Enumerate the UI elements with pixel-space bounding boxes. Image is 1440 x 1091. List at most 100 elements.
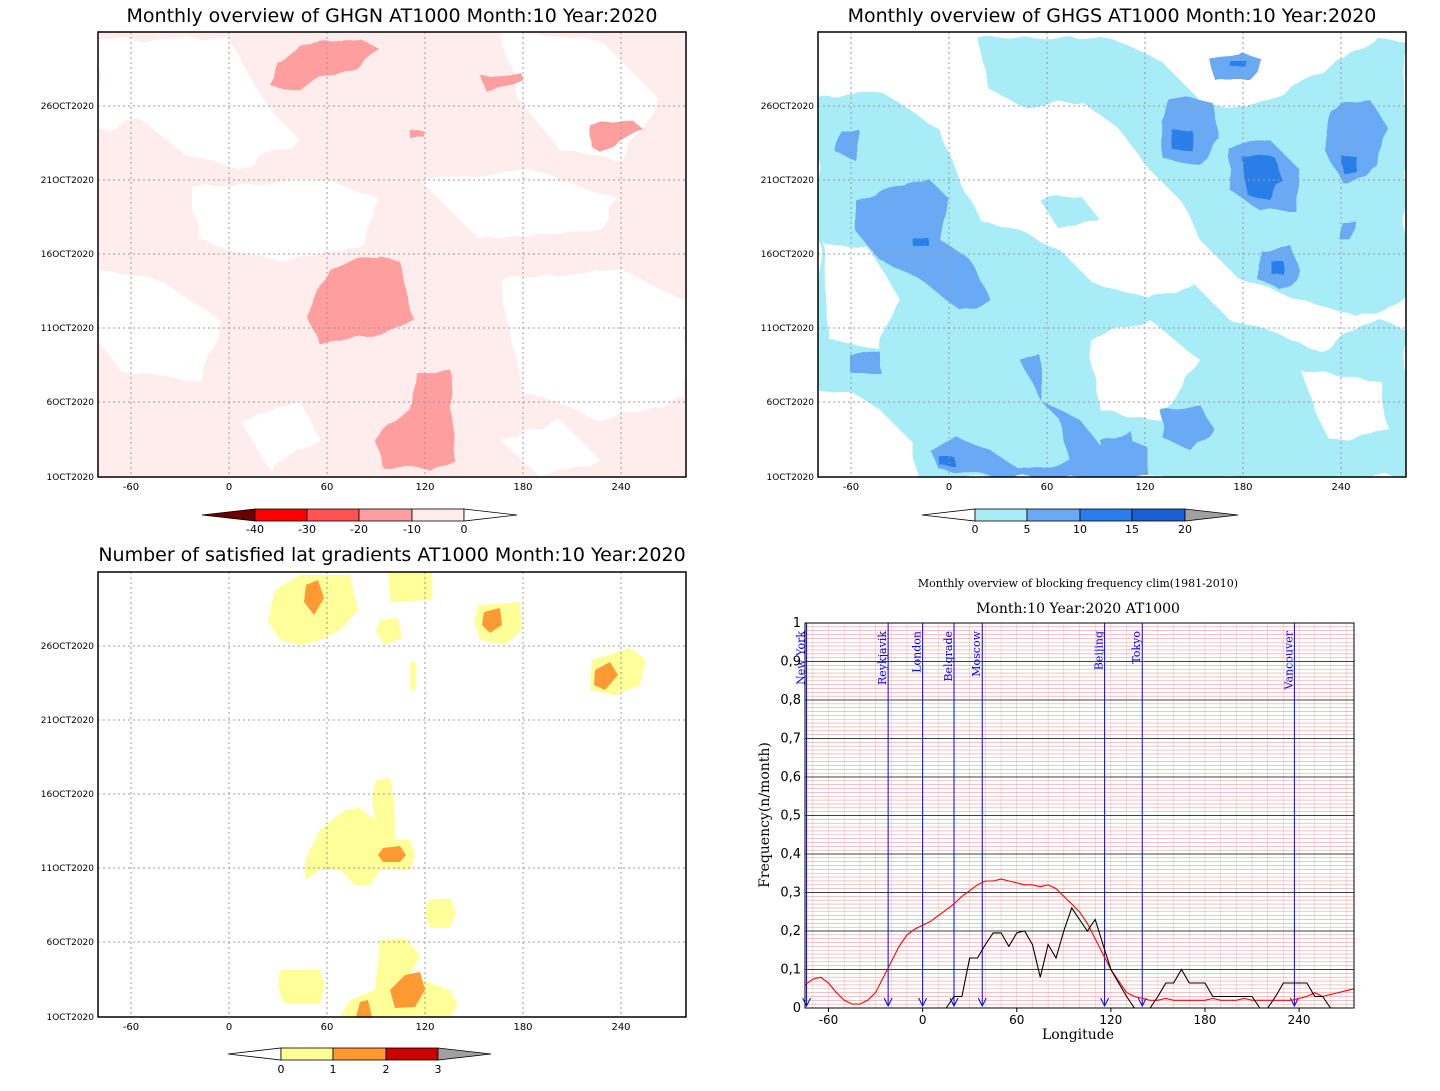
grad-panel: Number of satisfied lat gradients AT1000… [41, 544, 687, 1076]
ghgs-x-tick: 180 [1233, 482, 1252, 493]
freq-x-tick-label: 120 [1099, 1013, 1122, 1027]
ghgs-gridlines [818, 32, 1406, 477]
freq-y-tick-label: 0,5 [780, 809, 801, 824]
freq-series-line-red [804, 878, 1355, 1005]
grad-colorbar-label: 0 [278, 1063, 285, 1076]
grad-y-tick: 16OCT2020 [41, 790, 94, 800]
ghgs-y-tick: 26OCT2020 [761, 102, 814, 112]
freq-city-arrow [802, 997, 812, 1008]
freq-city-arrow [918, 997, 928, 1008]
grad-plot-frame [97, 571, 687, 1018]
freq-panel: Monthly overview of blocking frequency c… [757, 577, 1355, 1043]
ghgs-x-tick: 60 [1041, 482, 1054, 493]
ghgn-x-tick: 120 [415, 482, 434, 493]
freq-y-tick-label: 0,8 [780, 693, 801, 708]
ghgn-colorbar [201, 508, 518, 522]
grad-y-tick: 6OCT2020 [47, 938, 95, 948]
grad-contour-field [98, 572, 686, 1017]
ghgn-y-tick: 26OCT2020 [41, 102, 94, 112]
ghgn-plot-frame [97, 31, 687, 478]
ghgs-title: Monthly overview of GHGS AT1000 Month:10… [848, 5, 1377, 27]
ghgn-colorbar-label: 0 [461, 523, 468, 536]
freq-y-tick-label: 0,1 [780, 963, 801, 978]
freq-city-markers: New York Reykjavik London Belgrade Moscow Bei… [795, 623, 1299, 1008]
ghgs-y-tick: 21OCT2020 [761, 176, 814, 186]
ghgs-colorbar-label: 5 [1024, 523, 1031, 536]
freq-y-tick-label: 0,7 [780, 732, 801, 747]
ghgn-gridlines [98, 32, 686, 477]
ghgs-colorbar-label: 20 [1178, 523, 1192, 536]
freq-city-label: Moscow [970, 630, 983, 676]
freq-y-tick-label: 0,6 [780, 770, 801, 785]
ghgn-colorbar-label: -20 [350, 523, 368, 536]
freq-y-tick-label: 0,2 [780, 924, 801, 939]
ghgs-colorbar-label: 10 [1073, 523, 1087, 536]
ghgs-colorbar-label: 0 [972, 523, 979, 536]
ghgn-colorbar-label: -30 [298, 523, 316, 536]
freq-city-arrow [883, 997, 893, 1008]
ghgs-x-tick: 240 [1331, 482, 1350, 493]
freq-city-label: Tokyo [1130, 631, 1143, 664]
freq-city-label: Reykjavik [876, 631, 889, 685]
freq-y-tick-label: 0 [793, 1001, 801, 1016]
ghgs-y-tick: 6OCT2020 [767, 398, 815, 408]
ghgn-y-tick: 16OCT2020 [41, 250, 94, 260]
freq-x-ticks: -60 0 60 120 180 240 [819, 1008, 1311, 1027]
freq-x-tick-label: 60 [1009, 1013, 1024, 1027]
ghgn-y-tick: 21OCT2020 [41, 176, 94, 186]
grad-y-tick: 11OCT2020 [41, 864, 94, 874]
ghgs-plot-frame [817, 31, 1407, 478]
ghgn-y-tick: 1OCT2020 [47, 473, 95, 483]
grad-title: Number of satisfied lat gradients AT1000… [98, 544, 685, 566]
ghgn-x-tick: -60 [123, 482, 139, 493]
ghgn-x-tick: 180 [513, 482, 532, 493]
grad-x-tick: 60 [321, 1022, 334, 1033]
freq-x-tick-label: 240 [1288, 1013, 1311, 1027]
ghgn-x-ticks: -60 0 60 120 180 240 [123, 482, 631, 493]
ghgs-y-tick: 1OCT2020 [767, 473, 815, 483]
ghgn-colorbar-label: -10 [403, 523, 421, 536]
ghgn-y-ticks: 26OCT2020 21OCT2020 16OCT2020 11OCT2020 … [41, 102, 95, 483]
freq-city-label: New York [795, 631, 808, 685]
ghgn-contour-field [98, 32, 686, 477]
ghgs-x-tick: 120 [1135, 482, 1154, 493]
freq-x-tick-label: 0 [919, 1013, 927, 1027]
freq-x-tick-label: 180 [1194, 1013, 1217, 1027]
ghgn-colorbar-label: -40 [246, 523, 264, 536]
grad-colorbar-label: 1 [330, 1063, 337, 1076]
freq-x-tick-label: -60 [819, 1013, 839, 1027]
freq-city-label: Beijing [1093, 631, 1106, 670]
grad-x-tick: 240 [611, 1022, 630, 1033]
freq-y-tick-label: 0,9 [780, 655, 801, 670]
grad-y-tick: 1OCT2020 [47, 1013, 95, 1023]
freq-city-arrow [977, 997, 987, 1008]
freq-y-ticks: 0 0,1 0,2 0,3 0,4 0,5 0,6 0,7 0,8 0,9 1 [780, 616, 801, 1016]
freq-y-tick-label: 0,4 [780, 847, 801, 862]
freq-xlabel: Longitude [1042, 1027, 1114, 1043]
freq-city-label: Vancouver [1282, 630, 1295, 690]
ghgs-panel: Monthly overview of GHGS AT1000 Month:10… [761, 5, 1407, 536]
freq-subtitle: Month:10 Year:2020 AT1000 [976, 601, 1180, 617]
ghgn-y-tick: 11OCT2020 [41, 324, 94, 334]
grad-x-tick: 0 [226, 1022, 232, 1033]
ghgs-x-tick: 0 [946, 482, 952, 493]
freq-city-label: London [911, 631, 924, 673]
freq-ylabel: Frequency(n/month) [757, 742, 773, 888]
freq-y-tick-label: 0,3 [780, 886, 801, 901]
grad-colorbar-label: 2 [383, 1063, 390, 1076]
grad-y-tick: 26OCT2020 [41, 642, 94, 652]
grad-x-tick: -60 [123, 1022, 139, 1033]
ghgs-contour-field [818, 32, 1406, 477]
ghgs-y-tick: 11OCT2020 [761, 324, 814, 334]
ghgn-x-tick: 240 [611, 482, 630, 493]
freq-city-arrow [1137, 997, 1147, 1008]
freq-y-tick-label: 1 [793, 616, 801, 631]
grad-x-tick: 180 [513, 1022, 532, 1033]
grad-colorbar [227, 1047, 492, 1061]
ghgn-panel: Monthly overview of GHGN AT1000 Month:10… [41, 5, 687, 536]
freq-city-label: Belgrade [942, 631, 955, 682]
ghgn-x-tick: 0 [226, 482, 232, 493]
ghgn-y-tick: 6OCT2020 [47, 398, 95, 408]
grad-y-tick: 21OCT2020 [41, 716, 94, 726]
